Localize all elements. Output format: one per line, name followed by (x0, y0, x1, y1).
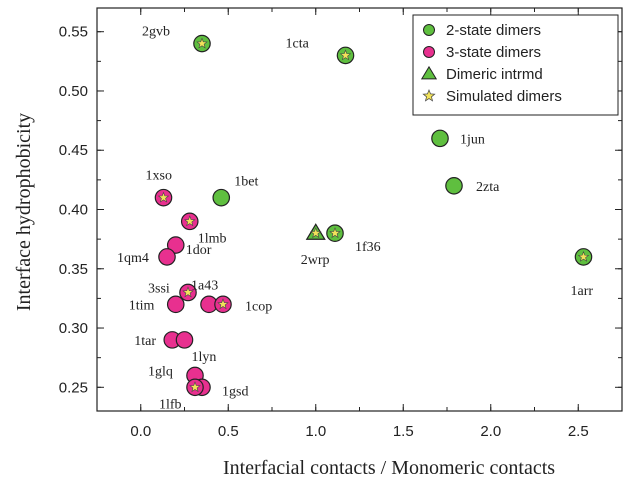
point-label: 1dor (186, 243, 212, 258)
point-labels: 2gvb 1cta 1jun 2zta 1bet 1f36 1arr 2wrp 1xso 1lmb… (117, 25, 593, 413)
tick-labels: 0.0 0.5 1.0 1.5 2.0 2.5 0.25 0.30 0.35 0.40 0.45 0.… (59, 24, 589, 440)
x-axis-title: Interfacial contacts / Monomeric contact… (223, 457, 555, 479)
data-point (431, 129, 449, 148)
data-point (574, 248, 593, 266)
point-label: 1jun (460, 132, 485, 147)
legend-item: 2-state dimers (423, 22, 541, 39)
legend-label: Dimeric intrmd (446, 66, 543, 83)
data-point (186, 378, 204, 397)
legend-item: 3-state dimers (423, 44, 541, 61)
star-marker (196, 37, 208, 49)
legend-item: Dimeric intrmd (420, 65, 543, 83)
star-marker (157, 191, 170, 203)
star-marker (577, 250, 590, 262)
x-tick-label: 1.5 (393, 423, 414, 440)
x-tick-label: 0.5 (218, 423, 239, 440)
legend-label: 2-state dimers (446, 22, 541, 39)
point-label: 1glq (148, 364, 173, 379)
legend-label: Simulated dimers (446, 88, 562, 105)
star-marker (189, 381, 201, 393)
point-label: 1lyn (192, 350, 217, 365)
y-tick-label: 0.45 (59, 142, 88, 159)
point-label: 1cop (245, 299, 272, 314)
data-point (212, 188, 231, 207)
data-point (214, 295, 232, 314)
data-point (166, 236, 185, 254)
data-point (305, 223, 326, 240)
point-label: 2wrp (301, 253, 330, 268)
point-label: 1cta (286, 36, 310, 51)
data-point (158, 248, 176, 266)
legend-item: Simulated dimers (422, 88, 562, 105)
y-axis-title: Interface hydrophobicity (13, 113, 35, 311)
point-label: 2gvb (142, 25, 170, 40)
legend-marker (423, 46, 435, 58)
y-tick-label: 0.30 (59, 320, 88, 337)
point-label: 3ssi (148, 281, 170, 296)
point-label: 1f36 (355, 240, 381, 255)
circle-marker (175, 331, 194, 349)
data-point (336, 46, 355, 65)
star-marker (329, 227, 341, 239)
data-point (166, 295, 185, 314)
star-marker (339, 49, 352, 61)
point-label: 2zta (476, 180, 500, 195)
point-label: 1a43 (191, 278, 218, 293)
legend: 2-state dimers 3-state dimers Dimeric intr… (412, 14, 619, 116)
point-label: 1lfb (159, 397, 182, 412)
star-marker (183, 215, 196, 227)
data-point (179, 283, 197, 302)
x-tick-label: 2.0 (480, 423, 501, 440)
data-point (154, 188, 173, 207)
circle-marker (431, 129, 449, 148)
legend-label: 3-state dimers (446, 44, 541, 61)
point-label: 1qm4 (117, 251, 149, 266)
star-marker (309, 227, 322, 239)
legend-marker (422, 89, 436, 102)
data-point (326, 224, 344, 243)
y-tick-label: 0.50 (59, 83, 88, 100)
y-tick-label: 0.25 (59, 379, 88, 396)
point-label: 1gsd (222, 384, 248, 399)
legend-marker (420, 65, 438, 80)
x-tick-label: 2.5 (568, 423, 589, 440)
circle-marker (158, 248, 176, 266)
point-label: 1xso (146, 169, 172, 184)
y-tick-label: 0.35 (59, 261, 88, 278)
point-label: 1bet (234, 175, 258, 190)
star-marker (217, 298, 229, 310)
legend-box (412, 14, 619, 116)
plot-frame (96, 7, 623, 412)
x-tick-label: 1.0 (305, 423, 326, 440)
circle-marker (445, 176, 463, 195)
data-point (193, 34, 211, 53)
point-label: 1tar (134, 334, 156, 349)
circle-marker (166, 295, 185, 314)
x-tick-label: 0.0 (130, 423, 151, 440)
point-label: 1lmb (198, 231, 227, 246)
legend-marker (423, 24, 435, 36)
data-point (175, 331, 194, 349)
point-label: 1arr (571, 284, 594, 299)
data-point (180, 212, 199, 231)
y-tick-label: 0.55 (59, 24, 88, 41)
star-marker (182, 286, 194, 298)
data-points (154, 34, 593, 397)
circle-marker (166, 236, 185, 254)
data-point (445, 176, 463, 195)
y-tick-label: 0.40 (59, 202, 88, 219)
circle-marker (212, 188, 231, 207)
point-label: 1tim (129, 298, 155, 313)
